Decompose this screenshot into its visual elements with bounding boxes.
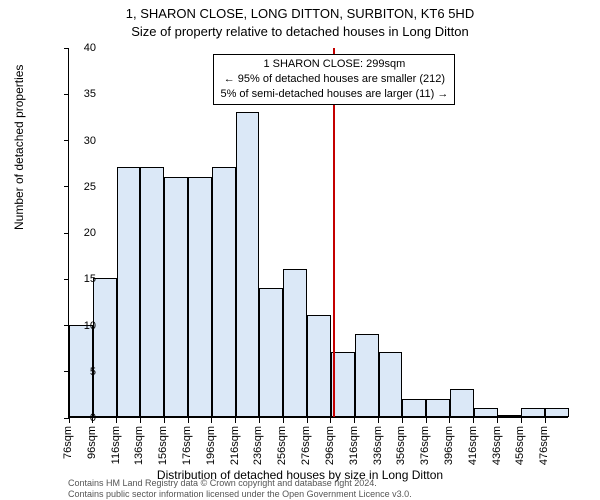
plot-area: 1 SHARON CLOSE: 299sqm← 95% of detached … — [68, 48, 568, 418]
histogram-bar — [283, 269, 307, 417]
y-tick-label: 0 — [66, 412, 96, 424]
histogram-bar — [93, 278, 117, 417]
annotation-line: 5% of semi-detached houses are larger (1… — [220, 87, 448, 102]
x-tick-mark — [521, 418, 522, 423]
y-tick-label: 30 — [66, 135, 96, 147]
histogram-bar — [259, 288, 283, 418]
x-tick-mark — [140, 418, 141, 423]
histogram-bar — [188, 177, 212, 418]
x-tick-mark — [330, 418, 331, 423]
x-tick-label: 156sqm — [157, 426, 169, 465]
x-tick-label: 256sqm — [276, 426, 288, 465]
x-tick-label: 316sqm — [348, 426, 360, 465]
annotation-line: ← 95% of detached houses are smaller (21… — [220, 72, 448, 87]
chart-subtitle: Size of property relative to detached ho… — [0, 24, 600, 39]
y-tick-label: 35 — [66, 88, 96, 100]
histogram-bar — [545, 408, 569, 417]
x-tick-label: 296sqm — [324, 426, 336, 465]
footer-line1: Contains HM Land Registry data © Crown c… — [68, 478, 412, 489]
y-tick-label: 15 — [66, 273, 96, 285]
x-tick-mark — [283, 418, 284, 423]
y-tick-label: 40 — [66, 42, 96, 54]
histogram-bar — [498, 415, 522, 417]
x-tick-label: 336sqm — [372, 426, 384, 465]
histogram-bar — [450, 389, 474, 417]
x-tick-label: 396sqm — [443, 426, 455, 465]
x-tick-label: 116sqm — [110, 426, 122, 464]
x-tick-label: 136sqm — [133, 426, 145, 465]
x-tick-mark — [402, 418, 403, 423]
y-tick-label: 5 — [66, 366, 96, 378]
x-tick-mark — [307, 418, 308, 423]
histogram-bar — [426, 399, 450, 418]
x-tick-mark — [116, 418, 117, 423]
histogram-bar — [474, 408, 498, 417]
histogram-bar — [521, 408, 545, 417]
x-tick-mark — [164, 418, 165, 423]
x-tick-label: 376sqm — [419, 426, 431, 465]
x-tick-label: 196sqm — [205, 426, 217, 465]
histogram-bar — [140, 167, 164, 417]
x-tick-label: 96sqm — [86, 426, 98, 459]
annotation-box: 1 SHARON CLOSE: 299sqm← 95% of detached … — [213, 54, 455, 105]
histogram-bar — [117, 167, 141, 417]
x-tick-mark — [497, 418, 498, 423]
x-tick-mark — [378, 418, 379, 423]
histogram-bar — [164, 177, 188, 418]
histogram-bar — [379, 352, 403, 417]
x-tick-label: 76sqm — [62, 426, 74, 459]
x-tick-mark — [354, 418, 355, 423]
x-tick-label: 456sqm — [514, 426, 526, 465]
x-tick-label: 216sqm — [229, 426, 241, 465]
x-tick-mark — [259, 418, 260, 423]
x-tick-mark — [545, 418, 546, 423]
footer-attribution: Contains HM Land Registry data © Crown c… — [68, 478, 412, 500]
x-tick-label: 236sqm — [252, 426, 264, 465]
x-tick-mark — [211, 418, 212, 423]
x-tick-mark — [235, 418, 236, 423]
x-tick-label: 416sqm — [467, 426, 479, 465]
y-tick-label: 20 — [66, 227, 96, 239]
x-tick-label: 276sqm — [300, 426, 312, 465]
x-tick-mark — [188, 418, 189, 423]
x-tick-mark — [426, 418, 427, 423]
y-axis-label: Number of detached properties — [12, 65, 26, 230]
x-tick-label: 476sqm — [538, 426, 550, 465]
chart-title-address: 1, SHARON CLOSE, LONG DITTON, SURBITON, … — [0, 6, 600, 21]
x-tick-label: 436sqm — [491, 426, 503, 465]
y-tick-label: 10 — [66, 320, 96, 332]
histogram-bar — [355, 334, 379, 417]
histogram-bar — [402, 399, 426, 418]
histogram-chart: 1, SHARON CLOSE, LONG DITTON, SURBITON, … — [0, 0, 600, 500]
histogram-bar — [212, 167, 236, 417]
y-tick-label: 25 — [66, 181, 96, 193]
x-tick-mark — [449, 418, 450, 423]
histogram-bar — [307, 315, 331, 417]
footer-line2: Contains public sector information licen… — [68, 489, 412, 500]
x-tick-mark — [473, 418, 474, 423]
histogram-bar — [236, 112, 260, 417]
annotation-line: 1 SHARON CLOSE: 299sqm — [220, 57, 448, 72]
x-tick-label: 356sqm — [395, 426, 407, 465]
x-tick-label: 176sqm — [181, 426, 193, 465]
